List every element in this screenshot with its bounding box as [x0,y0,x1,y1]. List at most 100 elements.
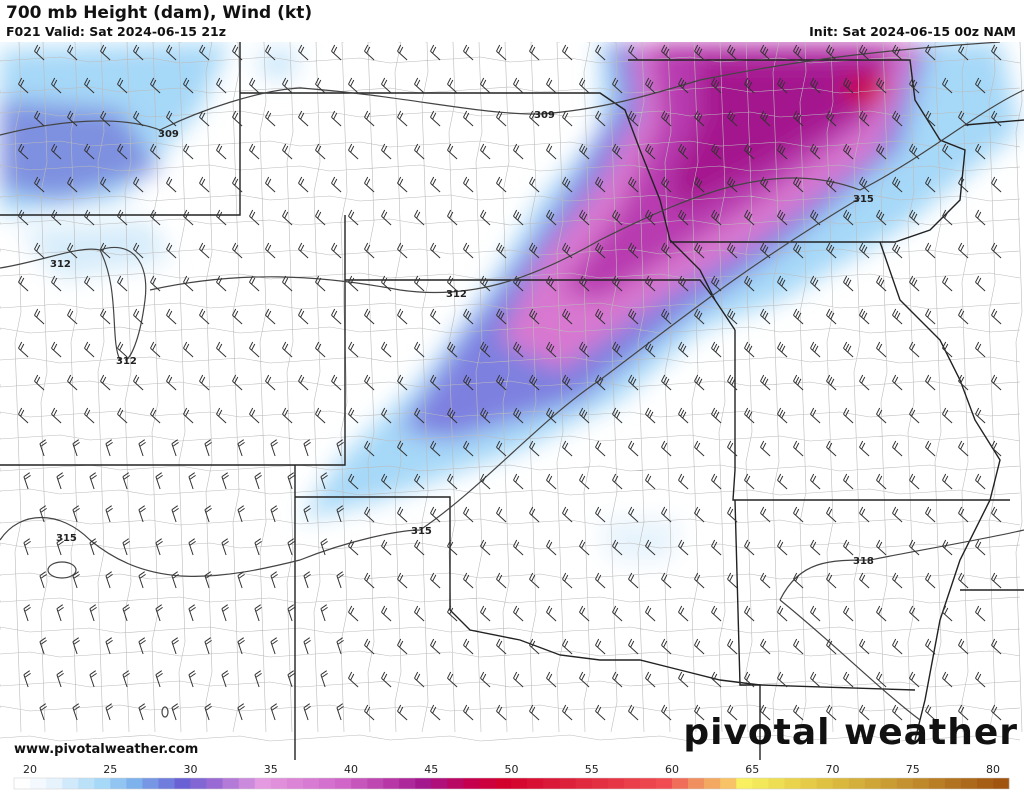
wind-barb [348,605,359,622]
wind-barb [51,275,62,292]
wind-barb [628,638,639,655]
wind-barb [216,209,227,226]
wind-barb [513,407,524,424]
colorbar-tick-label: 45 [424,763,438,776]
wind-barb [56,604,64,622]
wind-barb [876,407,887,424]
height-label: 312 [50,259,71,270]
pivotal-weather-logo: pivotal weather [683,712,1018,753]
wind-barb [133,110,144,127]
wind-barb [529,308,540,325]
wind-barb [430,506,441,523]
wind-barb [39,703,47,721]
wind-barb [89,472,97,490]
colorbar-cell [383,778,400,789]
wind-barb [628,242,639,259]
wind-barb [183,341,194,358]
wind-barb [34,44,45,61]
wind-barb [612,209,623,226]
height-label: 315 [411,526,432,537]
colorbar-cell [62,778,79,789]
wind-barb [221,472,229,490]
wind-barb [513,143,524,160]
wind-barb [925,374,936,391]
wind-barb [105,703,113,721]
wind-barb [303,703,311,721]
wind-barb [628,374,639,391]
valid-time: F021 Valid: Sat 2024-06-15 21z [6,24,227,39]
wind-barb [694,242,705,259]
colorbar-tick-label: 65 [745,763,759,776]
wind-barb [892,110,903,127]
wind-barb [810,407,821,424]
wind-barb [204,703,212,721]
wind-barb [595,176,606,193]
wind-barb [100,242,111,259]
wind-barb [793,572,804,589]
wind-barb [397,176,408,193]
wind-barb [336,505,344,523]
colorbar-cell [206,778,223,789]
wind-barb [711,77,722,94]
wind-barb [381,671,392,688]
wind-barb [381,143,392,160]
wind-barb [843,341,854,358]
wind-barb [727,374,738,391]
wind-barb [859,572,870,589]
wind-barb [546,671,557,688]
wind-barb [513,275,524,292]
wind-barb [348,77,359,94]
wind-barb [562,176,573,193]
colorbar-cell [623,778,641,789]
wind-barb [826,374,837,391]
wind-barb [138,637,146,655]
wind-barb [793,704,804,721]
wind-barb [843,539,854,556]
wind-barb [414,473,425,490]
wind-barb [298,374,309,391]
wind-barb [645,275,656,292]
wind-barb [529,704,540,721]
wind-barb [513,539,524,556]
wind-barb [414,605,425,622]
wind-barb [562,374,573,391]
wind-barb [744,473,755,490]
wind-barb [645,407,656,424]
wind-barb [480,671,491,688]
wind-barb [414,671,425,688]
wind-barb [171,505,179,523]
wind-barb [909,539,920,556]
wind-barb [496,506,507,523]
wind-barb [463,638,474,655]
wind-barb [34,110,45,127]
colorbar-cell [351,778,368,789]
colorbar-cell [607,778,625,789]
wind-barb [678,143,689,160]
wind-barb [72,703,80,721]
wind-barb [122,472,130,490]
wind-barb [237,439,245,457]
wind-barb [546,605,557,622]
wind-barb [595,440,606,457]
wind-barb [975,209,986,226]
wind-barb [843,77,854,94]
wind-barb [991,572,1002,589]
wind-barb [204,505,212,523]
wind-barb [595,308,606,325]
wind-barb [546,341,557,358]
wind-barb [942,605,953,622]
wind-barb [678,209,689,226]
wind-barb [925,572,936,589]
wind-barb [282,77,293,94]
colorbar-cell [864,778,881,789]
wind-barb [331,110,342,127]
wind-barb [249,209,260,226]
wind-barb [595,704,606,721]
wind-barb [430,44,441,61]
wind-barb [744,605,755,622]
wind-barb [18,143,29,160]
wind-barb [859,638,870,655]
wind-barb [331,44,342,61]
wind-barb [529,440,540,457]
wind-barb [117,77,128,94]
